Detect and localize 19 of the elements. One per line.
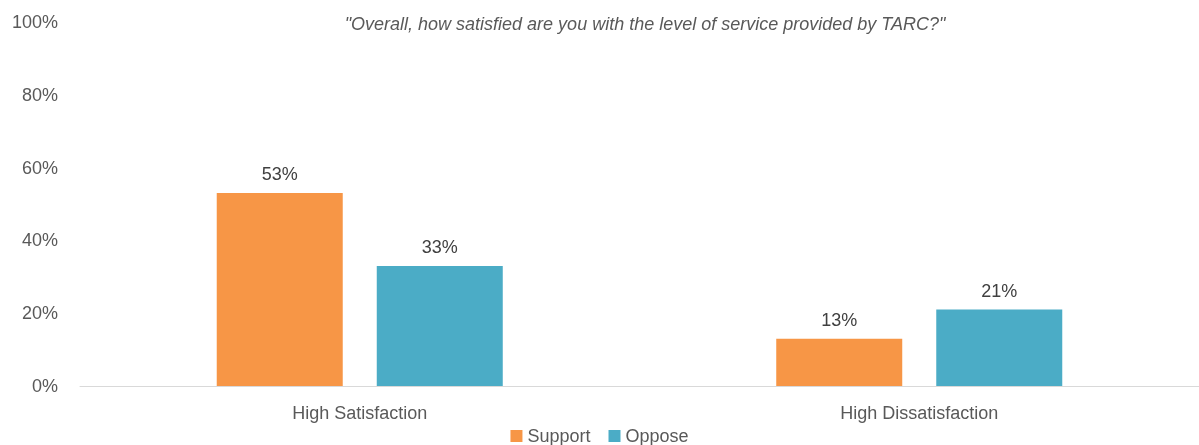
legend-label: Support — [527, 426, 591, 445]
y-tick-label: 80% — [21, 84, 58, 105]
y-tick-label: 20% — [21, 303, 58, 324]
data-label: 53% — [261, 164, 298, 185]
data-label: 21% — [981, 280, 1018, 301]
bar — [936, 309, 1063, 386]
data-label: 13% — [821, 309, 858, 330]
bar — [376, 265, 503, 386]
data-label: 33% — [421, 236, 458, 257]
x-tick-label: High Satisfaction — [292, 403, 428, 423]
y-tick-label: 60% — [21, 157, 58, 178]
bar — [776, 338, 903, 386]
y-tick-label: 100% — [11, 12, 58, 32]
chart-title: "Overall, how satisfied are you with the level of service provided by TARC?" — [344, 14, 947, 34]
legend-label: Oppose — [625, 426, 689, 445]
x-tick-label: High Dissatisfaction — [840, 403, 999, 423]
y-tick-label: 0% — [31, 376, 58, 396]
bar — [216, 193, 343, 386]
y-tick-label: 40% — [21, 230, 58, 251]
